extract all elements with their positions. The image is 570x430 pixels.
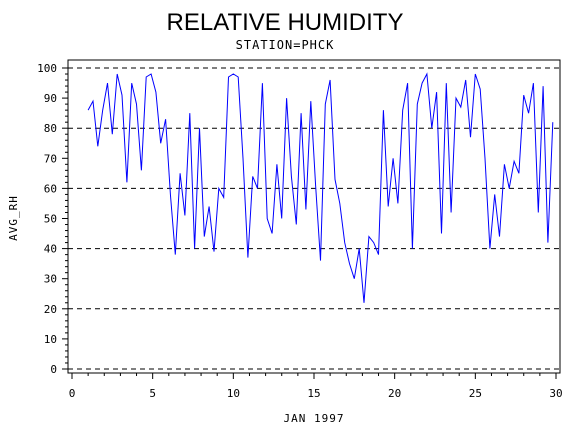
x-tick-label: 15 — [307, 387, 320, 400]
y-axis: 0 10 20 30 40 50 60 70 80 90 100 — [37, 62, 68, 376]
x-tick-label: 30 — [549, 387, 562, 400]
x-tick-label: 5 — [149, 387, 156, 400]
plot-frame — [67, 59, 561, 374]
y-tick-label: 90 — [44, 92, 57, 105]
x-tick-label: 20 — [388, 387, 401, 400]
y-tick-label: 70 — [44, 152, 57, 165]
y-tick-label: 60 — [44, 182, 57, 195]
y-tick-label: 10 — [44, 333, 57, 346]
y-tick-label: 100 — [37, 62, 57, 75]
y-tick-label: 30 — [44, 273, 57, 286]
y-tick-label: 20 — [44, 303, 57, 316]
y-axis-title: AVG_RH — [7, 195, 20, 241]
y-tick-label: 50 — [44, 213, 57, 226]
chart-subtitle: STATION=PHCK — [236, 38, 335, 52]
x-tick-label: 0 — [69, 387, 76, 400]
avg-rh-series-line — [87, 72, 554, 303]
chart-title: RELATIVE HUMIDITY — [167, 9, 404, 36]
series-layer — [87, 72, 554, 303]
x-axis-title: JAN 1997 — [284, 412, 345, 425]
y-tick-label: 0 — [50, 363, 57, 376]
x-axis: 0 5 10 15 20 25 30 — [69, 373, 563, 400]
reference-gridlines — [68, 67, 560, 370]
x-tick-label: 25 — [469, 387, 482, 400]
y-tick-label: 80 — [44, 122, 57, 135]
y-tick-label: 40 — [44, 243, 57, 256]
x-tick-label: 10 — [227, 387, 240, 400]
